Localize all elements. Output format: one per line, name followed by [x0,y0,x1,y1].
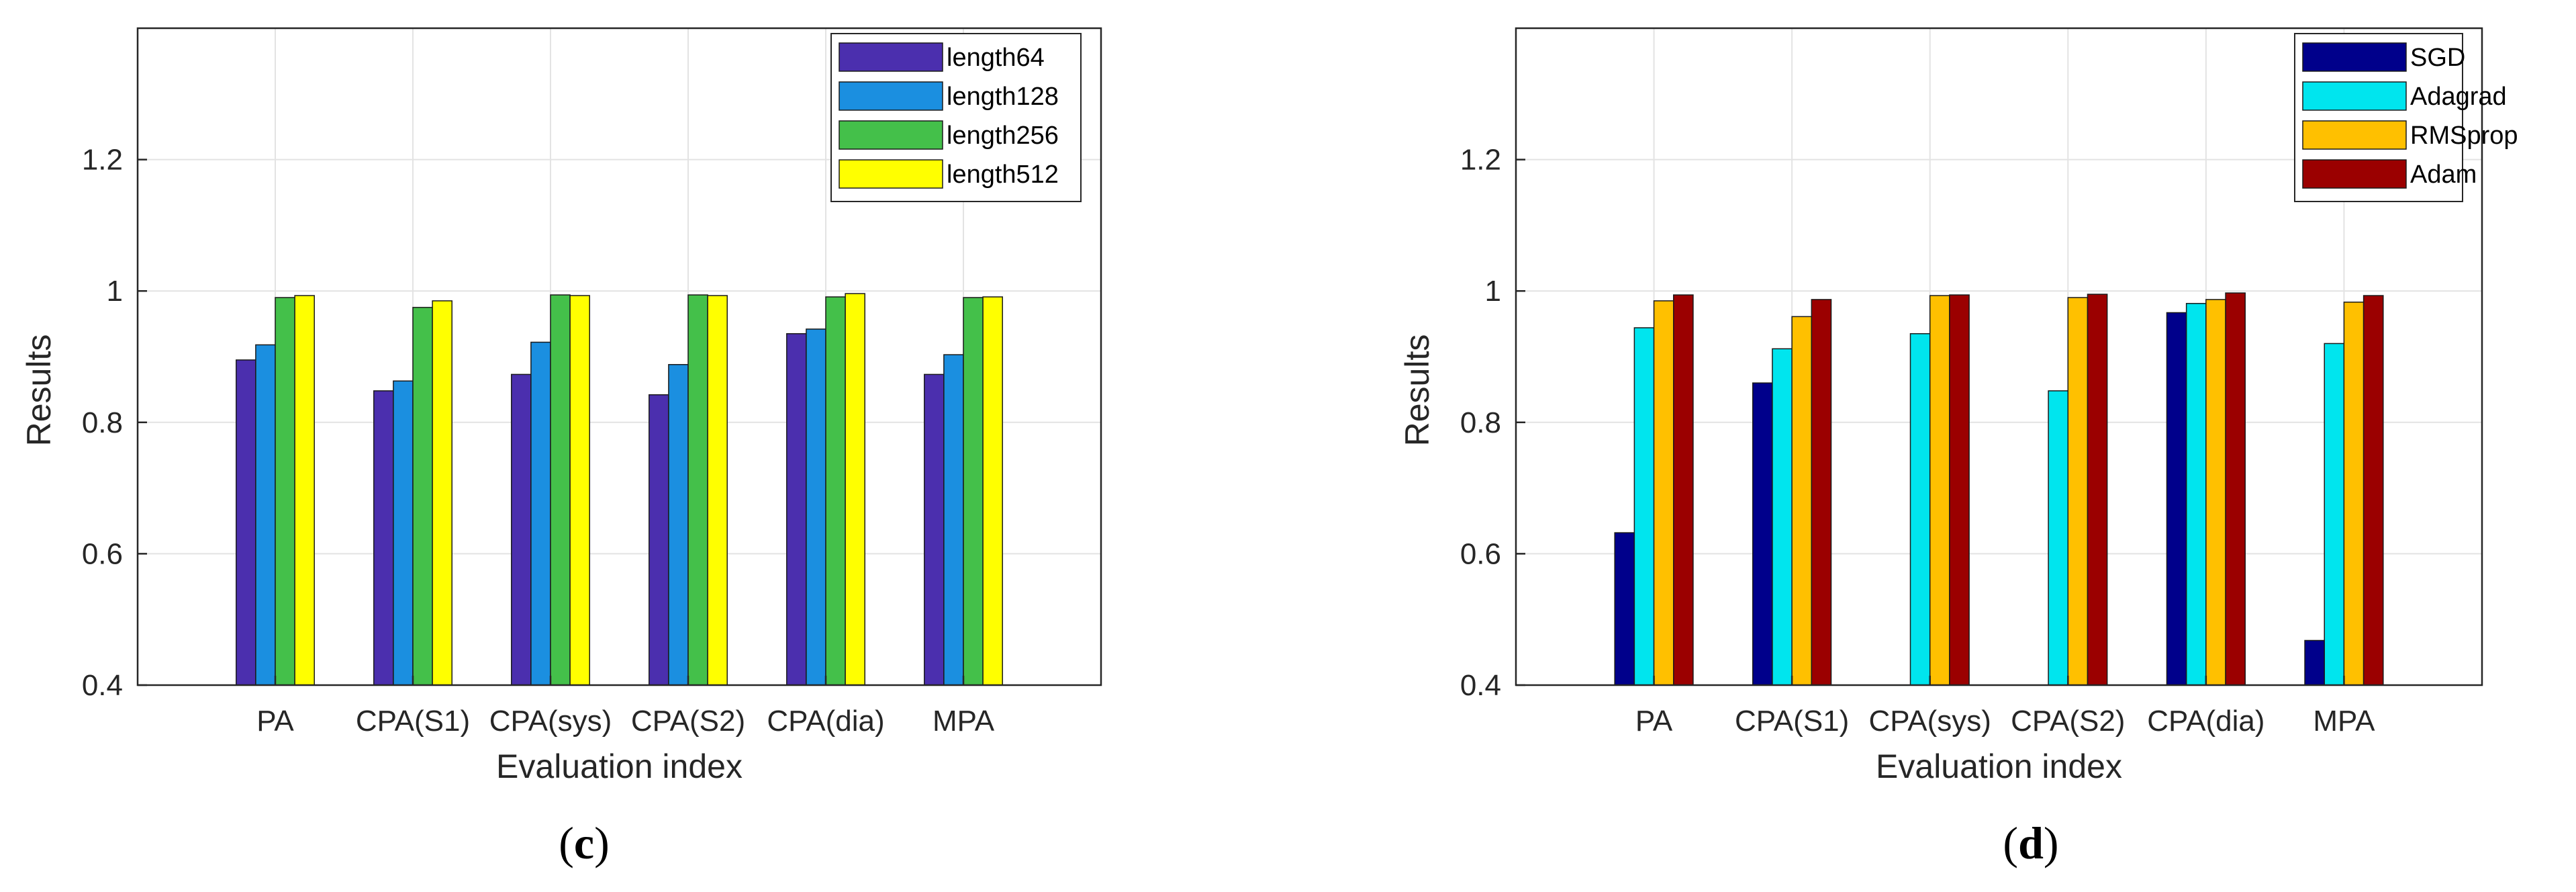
bar-length64 [924,373,945,686]
y-tick-label: 0.8 [82,406,123,439]
bar-length512 [569,295,590,686]
y-tick-label: 0.6 [1460,537,1501,570]
bar-sgd [1614,532,1635,686]
legend-swatch [839,159,943,189]
bar-sgd [2166,312,2187,686]
legend-swatch [2302,81,2407,111]
bar-length128 [668,363,689,686]
legend-swatch [839,42,943,72]
bar-adagrad [1909,333,1931,686]
legend-swatch [839,120,943,150]
bar-length128 [943,354,964,686]
bar-adagrad [1633,327,1655,686]
x-tick-label: CPA(S1) [356,705,470,738]
legend-label: length128 [947,83,1059,111]
bar-adam [2363,295,2384,686]
y-tick-label: 1 [107,275,123,308]
bar-adam [2087,294,2108,686]
x-tick-label: CPA(S2) [2011,705,2125,738]
y-tick-label: 1 [1485,275,1501,308]
chart-c: 0.4 0.6 0.8 1 1.2 PA CPA(S1) CPA(sys) CPA(S2) CPA… [20,27,1102,868]
figure-caption: (c) [559,817,610,868]
bar-sgd [1752,382,1773,686]
bar-length512 [707,295,728,686]
bar-adam [1673,294,1694,686]
legend-swatch [839,81,943,111]
x-tick-label: PA [256,705,294,738]
bar-length128 [393,380,414,686]
legend-label: Adam [2410,161,2477,189]
legend-label: length512 [947,161,1059,189]
bar-adagrad [2185,303,2207,686]
x-tick-label: CPA(sys) [489,705,612,738]
x-tick-label: MPA [933,705,995,738]
bar-adagrad [2048,390,2069,686]
x-tick-label: MPA [2313,705,2375,738]
bar-adagrad [2324,343,2345,686]
legend-swatch [2302,159,2407,189]
bar-length256 [687,294,708,686]
bar-rmsprop [1653,300,1674,686]
axes-box [136,27,1102,686]
bar-sgd [2304,639,2325,686]
figure-caption: (d) [2003,817,2058,868]
bar-rmsprop [2067,297,2089,686]
y-axis-label: Results [20,334,58,447]
y-tick-label: 1.2 [82,144,123,177]
bar-length256 [412,306,433,686]
axes-box [1515,27,2483,686]
y-tick-label: 0.8 [1460,406,1501,439]
x-tick-label: CPA(S1) [1735,705,1849,738]
legend-label: RMSprop [2410,122,2518,150]
x-axis-label: Evaluation index [1876,748,2122,785]
legend-swatch [2302,42,2407,72]
x-axis-label: Evaluation index [496,748,743,785]
y-axis-label: Results [1398,334,1436,447]
bar-length64 [649,394,669,686]
bar-adam [1949,294,1970,686]
legend-label: length256 [947,122,1059,150]
bar-length128 [255,344,276,686]
bar-length128 [530,341,551,686]
bar-length64 [511,373,532,686]
bar-length512 [845,293,865,686]
x-tick-label: PA [1635,705,1673,738]
bar-rmsprop [1929,295,1950,686]
bar-length512 [982,296,1003,686]
bar-rmsprop [2343,302,2365,686]
bar-adagrad [1772,348,1793,686]
x-tick-label: CPA(sys) [1868,705,1991,738]
legend-label: length64 [947,44,1045,72]
legend-swatch [2302,120,2407,150]
bar-length256 [825,296,846,686]
legend-label: Adagrad [2410,83,2507,111]
bar-length256 [550,294,571,686]
bar-rmsprop [1791,316,1813,686]
y-tick-label: 0.6 [82,537,123,570]
bar-adam [1811,299,1832,686]
bar-length256 [963,297,984,686]
bar-length64 [373,390,394,686]
bar-length64 [786,333,807,686]
y-tick-label: 0.4 [82,669,123,702]
x-tick-label: CPA(S2) [631,705,745,738]
y-tick-label: 0.4 [1460,669,1501,702]
bar-length512 [432,300,452,686]
bar-length64 [236,359,256,686]
y-tick-label: 1.2 [1460,144,1501,177]
bar-length256 [275,297,295,686]
bar-length512 [294,295,315,686]
bar-length128 [806,328,826,686]
x-tick-label: CPA(dia) [2147,705,2264,738]
x-tick-label: CPA(dia) [767,705,884,738]
legend-label: SGD [2410,44,2465,72]
bar-adam [2225,292,2246,686]
chart-d: 0.4 0.6 0.8 1 1.2 PA CPA(S1) CPA(sys) CPA(S2) CPA… [1398,27,2518,868]
bar-rmsprop [2205,299,2226,686]
